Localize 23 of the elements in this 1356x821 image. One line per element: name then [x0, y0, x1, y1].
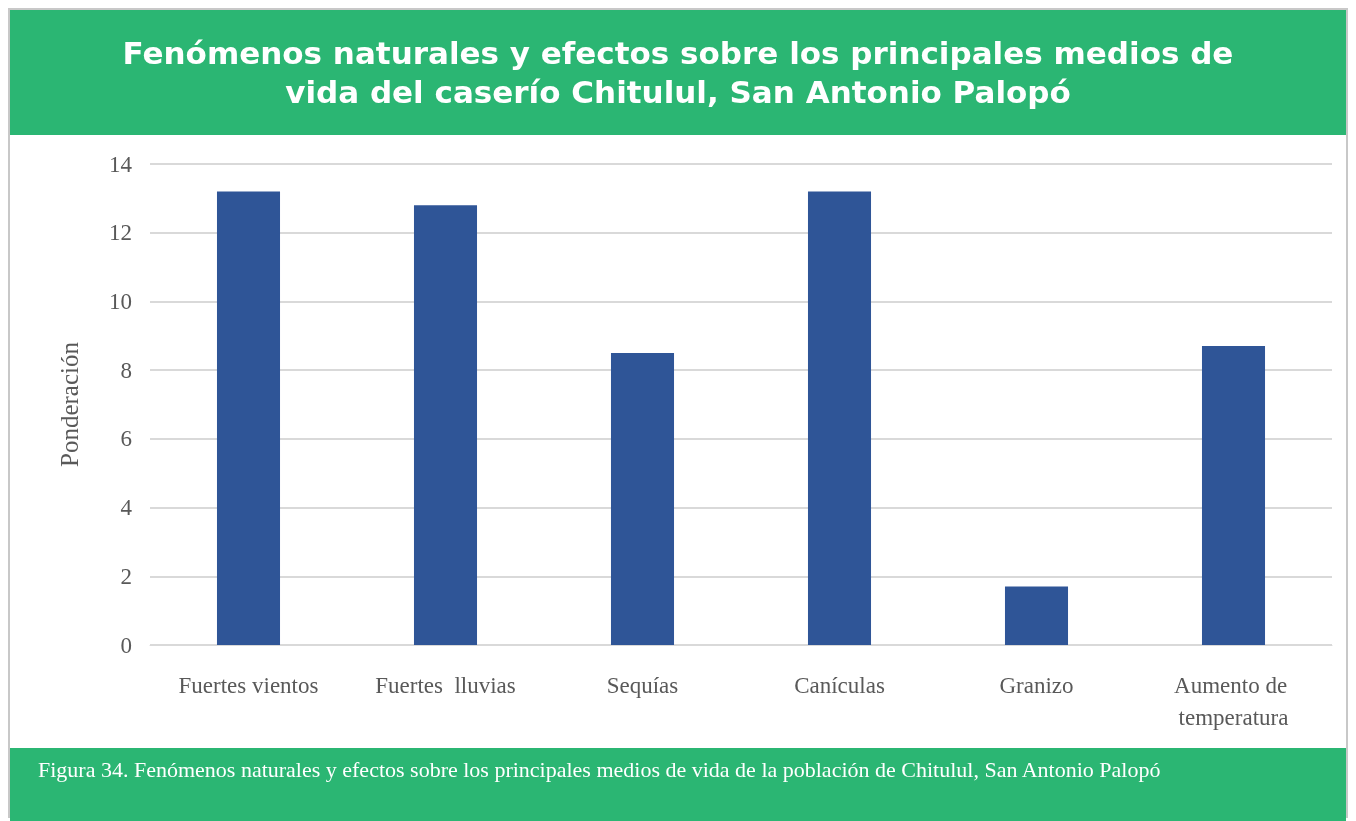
bar [610, 352, 675, 645]
x-tick-label: Canículas [794, 672, 885, 698]
x-tick-label: Aumento de temperatura [1174, 672, 1293, 730]
y-tick-label: 14 [109, 151, 133, 177]
y-tick-label: 8 [120, 357, 132, 383]
bar [807, 191, 872, 645]
x-tick-label: Sequías [606, 672, 679, 698]
y-tick-label: 10 [109, 288, 132, 314]
y-axis-title: Ponderación [56, 341, 83, 467]
x-tick-label: Fuertes vientos [178, 672, 319, 698]
x-tick-label: Granizo [999, 672, 1074, 698]
bar [1201, 346, 1266, 645]
bar [1004, 586, 1069, 645]
chart-title: Fenómenos naturales y efectos sobre los principales medios de vida del caserío Chitulul, San Antonio Palopó [10, 10, 1346, 135]
y-tick-label: 0 [120, 632, 132, 658]
bar [413, 205, 478, 645]
y-tick-label: 12 [109, 220, 132, 246]
x-tick-label: Fuertes lluvias [375, 672, 516, 698]
bar [216, 191, 281, 645]
text: Figura 34. Fenómenos naturales y efectos sobre los principales medios de vida de la población de Chitulul, San Antonio Palopó [10, 748, 1346, 821]
y-tick-label: 2 [120, 563, 132, 589]
y-tick-label: 4 [120, 495, 133, 521]
y-tick-label: 6 [120, 426, 132, 452]
